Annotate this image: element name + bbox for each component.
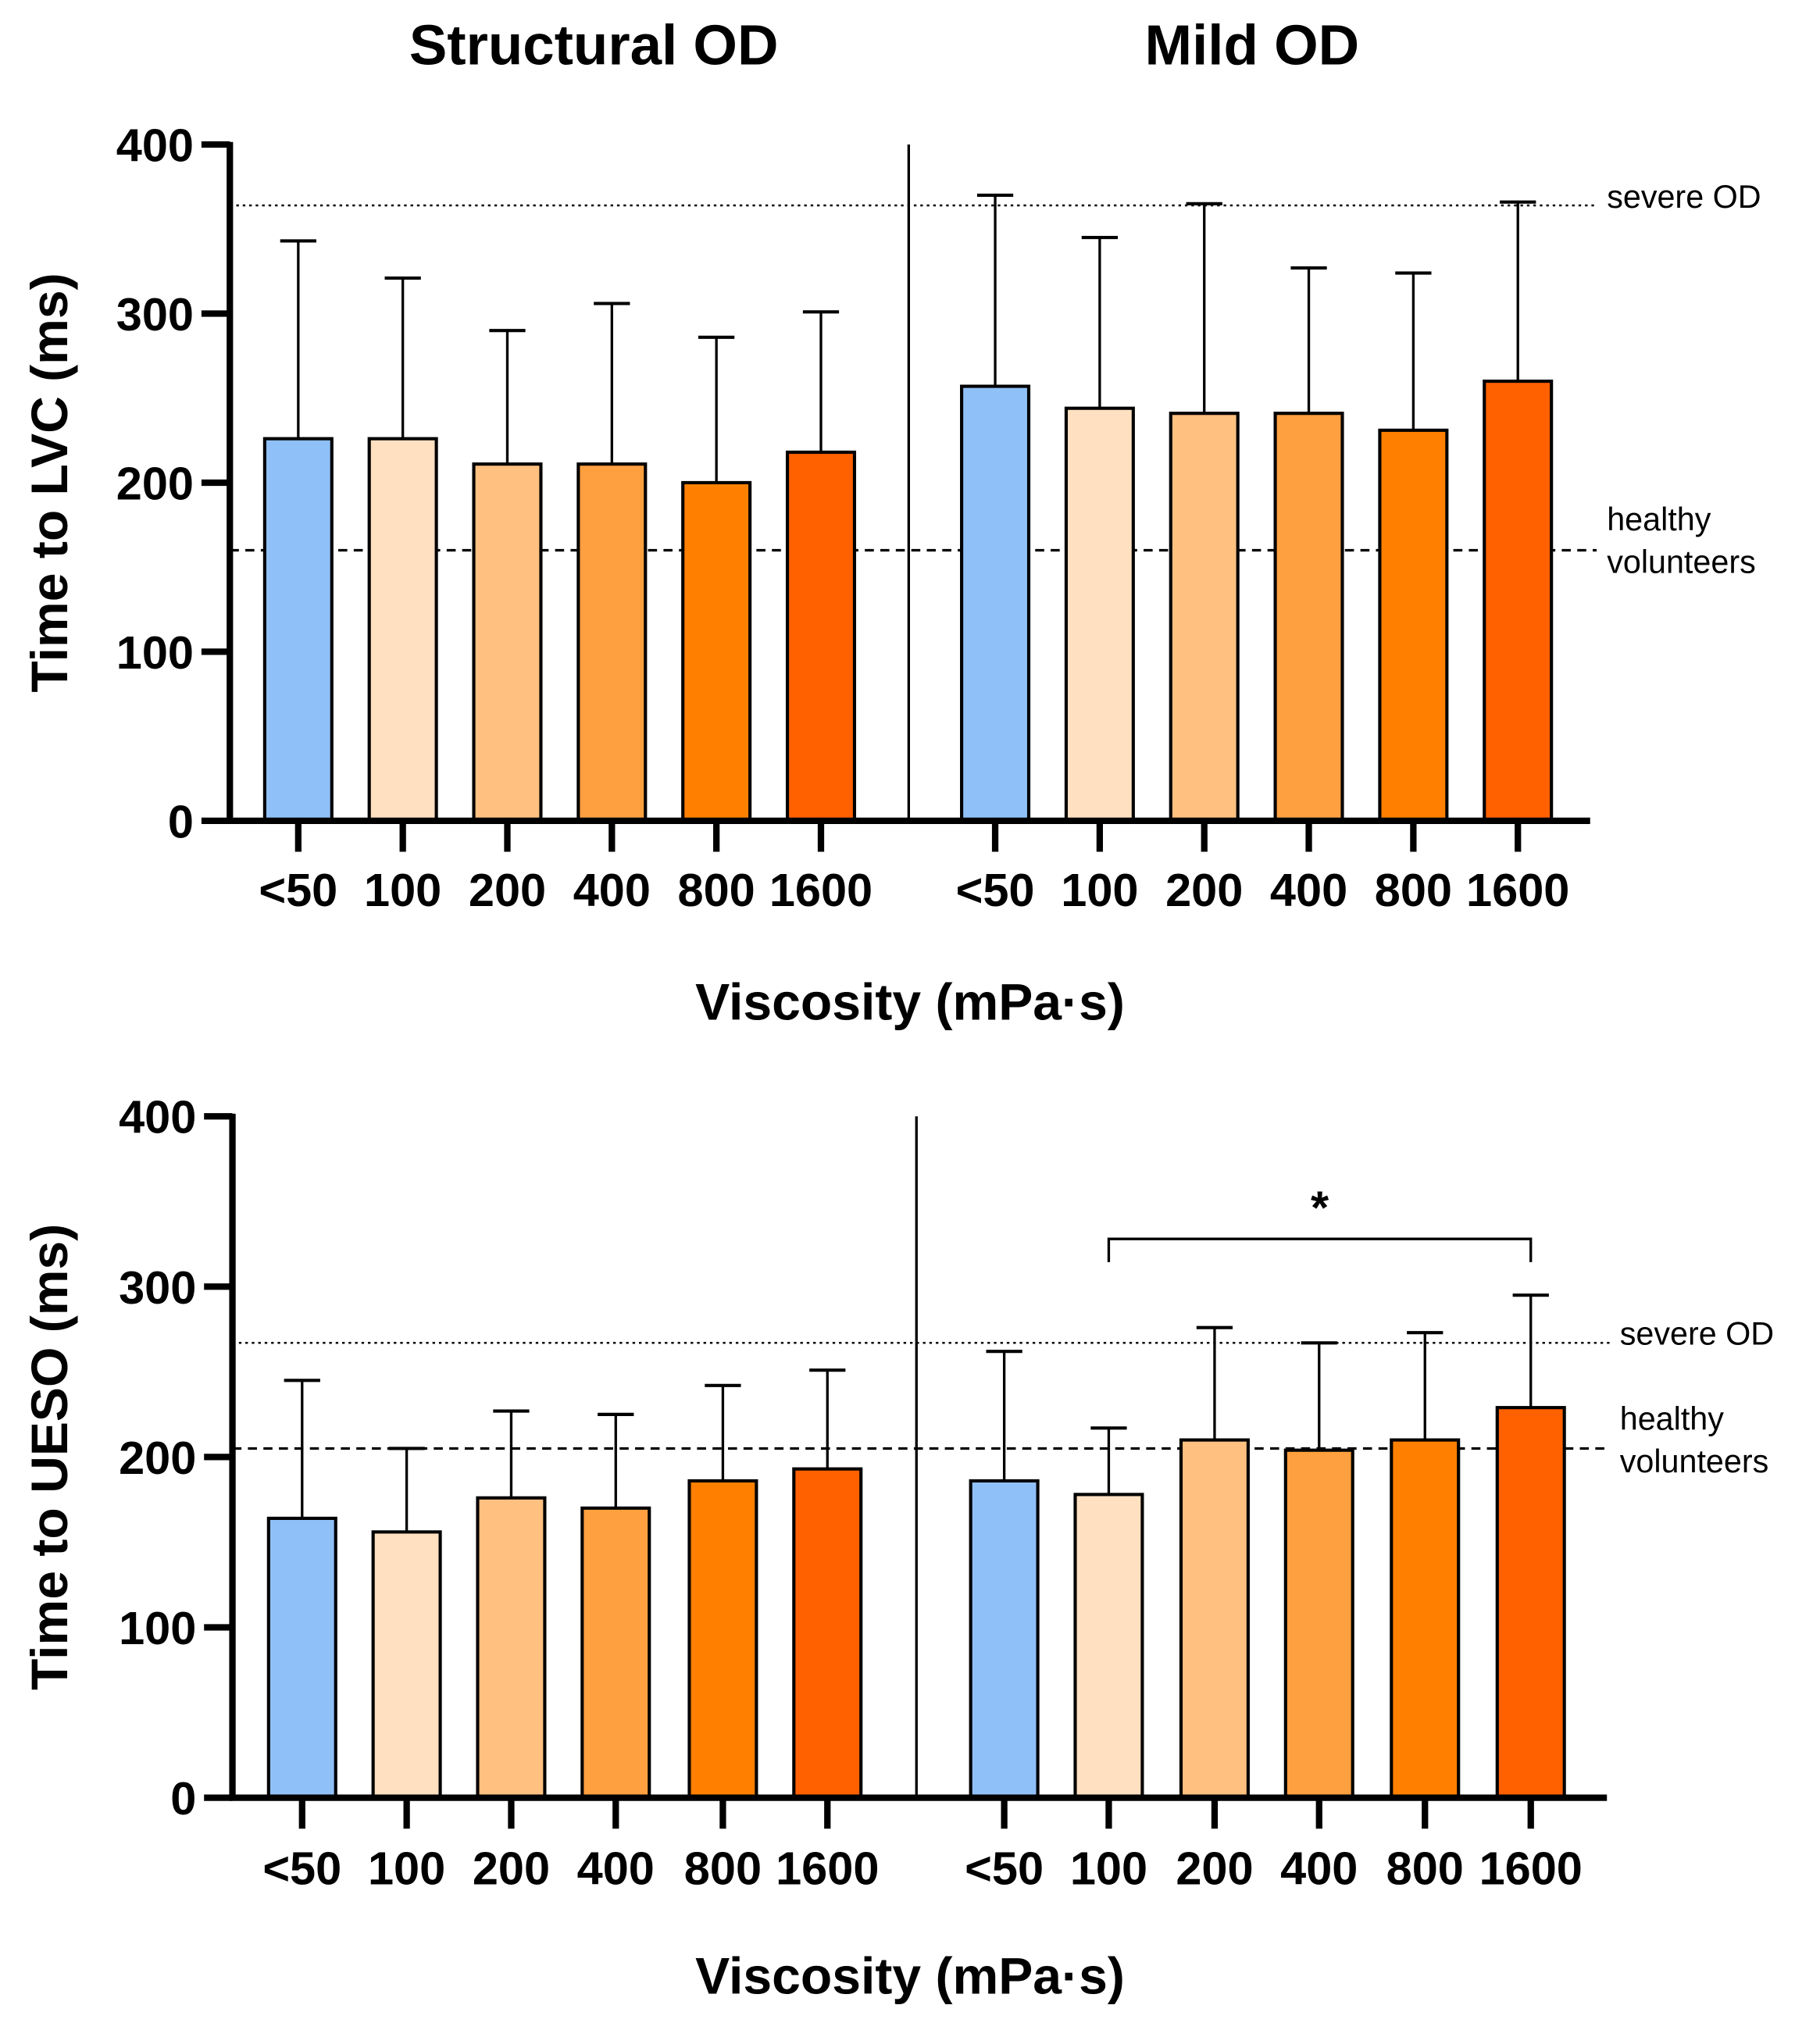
bar-mild-od-800 [1378,428,1449,822]
bar-mild-od-400 [1283,1448,1354,1800]
bar-mild-od-400 [1273,412,1344,822]
healthy-volunteers-label: volunteers [1607,544,1756,580]
bar-structural-od-100 [371,1530,442,1800]
x-tick-label: <50 [259,864,337,916]
y-tick-label: 400 [116,120,194,172]
y-tick-label: 300 [119,1261,196,1314]
x-tick-label: 1600 [1466,864,1569,916]
x-tick-label: 200 [473,1842,550,1894]
x-tick-label: 400 [577,1842,655,1894]
x-tick-label: 200 [1176,1842,1253,1894]
bar-mild-od-200 [1179,1438,1250,1800]
x-tick-label: 100 [364,864,441,916]
healthy-volunteers-label: volunteers [1620,1443,1769,1479]
x-tick-label: <50 [956,864,1035,916]
significance-star: * [1311,1181,1329,1233]
bar-mild-od-100 [1064,406,1135,822]
healthy-volunteers-label: healthy [1607,501,1711,537]
x-tick-label: <50 [262,1842,341,1894]
bar-structural-od-200 [476,1496,547,1800]
x-axis-label: Viscosity (mPa·s) [695,973,1125,1031]
healthy-volunteers-label: healthy [1620,1401,1725,1437]
bar-structural-od-200 [472,462,543,822]
x-tick-label: 100 [1070,1842,1147,1894]
x-axis-label: Viscosity (mPa·s) [695,1948,1125,2006]
severe-od-label: severe OD [1620,1316,1774,1352]
x-tick-label: 800 [684,1842,762,1894]
bar-structural-od-1600 [785,450,857,822]
bar-structural-od-1600 [792,1467,863,1800]
bar-mild-od-100 [1073,1493,1144,1800]
x-tick-label: 800 [678,864,755,916]
y-tick-label: 400 [119,1091,196,1143]
x-tick-label: 400 [1270,864,1347,916]
y-tick-label: 300 [116,288,194,341]
y-tick-label: 0 [170,1772,196,1825]
x-tick-label: 200 [469,864,546,916]
panel-1: severe OD healthy volunteers <50 100 200 400 80… [21,120,1761,1032]
x-tick-label: 800 [1386,1842,1464,1894]
x-tick-label: 100 [368,1842,445,1894]
y-tick-label: 0 [168,795,194,847]
x-tick-label: 100 [1061,864,1138,916]
y-tick-label: 200 [116,457,194,509]
bar-structural-od-800 [681,480,752,822]
y-tick-label: 100 [116,626,194,679]
y-axis-label: Time to LVC (ms) [21,273,79,692]
x-tick-label: 400 [573,864,651,916]
severe-od-label: severe OD [1607,179,1761,215]
x-tick-label: 400 [1280,1842,1358,1894]
bar-mild-od-lt50 [969,1479,1040,1800]
bar-structural-od-lt50 [266,1516,337,1800]
y-axis-label: Time to UESO (ms) [21,1224,79,1690]
x-tick-label: 1600 [776,1842,879,1894]
y-tick-label: 100 [119,1602,196,1654]
bar-structural-od-lt50 [262,437,334,822]
bar-mild-od-lt50 [960,384,1031,822]
y-tick-label: 200 [119,1432,196,1484]
bar-structural-od-100 [367,437,438,822]
x-tick-label: 200 [1165,864,1243,916]
x-tick-label: 1600 [769,864,873,916]
group-title-mild: Mild OD [1145,14,1360,77]
bar-structural-od-400 [576,462,648,822]
group-title-structural: Structural OD [409,14,779,77]
bar-mild-od-800 [1390,1438,1461,1800]
bar-mild-od-1600 [1483,380,1554,822]
bar-structural-od-800 [687,1479,758,1800]
bar-mild-od-200 [1169,412,1240,822]
bar-structural-od-400 [580,1506,651,1800]
x-tick-label: <50 [965,1842,1044,1894]
bar-mild-od-1600 [1495,1406,1566,1800]
significance-bracket [1107,1237,1533,1262]
panel-2: severe OD healthy volunteers <50 100 200 400 80… [21,1091,1774,2006]
x-tick-label: 800 [1375,864,1452,916]
x-tick-label: 1600 [1479,1842,1583,1894]
